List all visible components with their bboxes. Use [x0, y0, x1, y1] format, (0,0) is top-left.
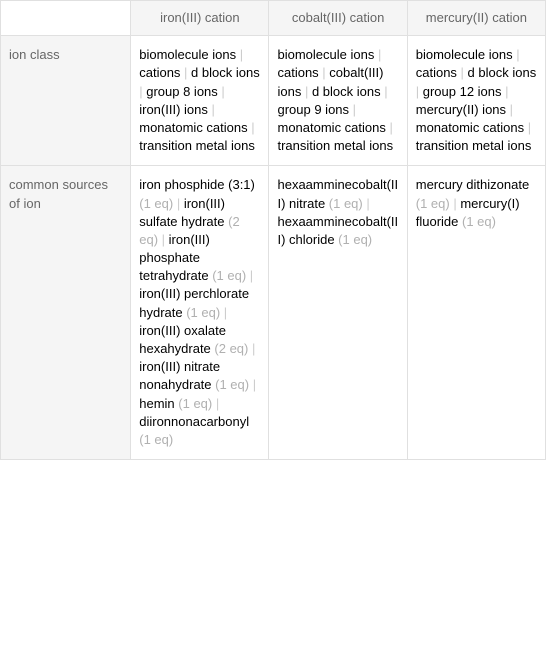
item-text: iron(III) ions: [139, 102, 208, 117]
equivalents: (1 eq): [139, 432, 173, 447]
item-text: mercury dithizonate: [416, 177, 529, 192]
separator: |: [450, 196, 461, 211]
data-cell: mercury dithizonate (1 eq) | mercury(I) …: [407, 166, 545, 460]
item-text: transition metal ions: [277, 138, 393, 153]
item-text: cations: [416, 65, 457, 80]
comparison-table: iron(III) cation cobalt(III) cation merc…: [0, 0, 546, 460]
data-cell: biomolecule ions | cations | d block ion…: [407, 36, 545, 166]
separator: |: [524, 120, 531, 135]
equivalents: (1 eq): [212, 377, 250, 392]
item-text: group 9 ions: [277, 102, 349, 117]
separator: |: [218, 84, 225, 99]
separator: |: [506, 102, 513, 117]
separator: |: [220, 305, 227, 320]
item-text: cations: [277, 65, 318, 80]
separator: |: [248, 120, 255, 135]
data-cell: iron phosphide (3:1) (1 eq) | iron(III) …: [131, 166, 269, 460]
separator: |: [349, 102, 356, 117]
table-row: common sources of ion iron phosphide (3:…: [1, 166, 546, 460]
equivalents: (1 eq): [139, 196, 173, 211]
item-text: d block ions: [312, 84, 381, 99]
item-text: monatomic cations: [416, 120, 524, 135]
separator: |: [416, 84, 423, 99]
item-text: d block ions: [468, 65, 537, 80]
separator: |: [249, 377, 256, 392]
separator: |: [381, 84, 388, 99]
corner-cell: [1, 1, 131, 36]
item-text: diironnonacarbonyl: [139, 414, 249, 429]
separator: |: [457, 65, 468, 80]
table-row: ion class biomolecule ions | cations | d…: [1, 36, 546, 166]
row-label: ion class: [1, 36, 131, 166]
separator: |: [158, 232, 169, 247]
separator: |: [246, 268, 253, 283]
item-text: monatomic cations: [277, 120, 385, 135]
equivalents: (1 eq): [416, 196, 450, 211]
separator: |: [212, 396, 219, 411]
separator: |: [502, 84, 509, 99]
separator: |: [248, 341, 255, 356]
data-cell: biomolecule ions | cations | cobalt(III)…: [269, 36, 407, 166]
item-text: mercury(II) ions: [416, 102, 506, 117]
item-text: hemin: [139, 396, 174, 411]
equivalents: (1 eq): [335, 232, 373, 247]
equivalents: (1 eq): [209, 268, 247, 283]
item-text: transition metal ions: [416, 138, 532, 153]
column-header: cobalt(III) cation: [269, 1, 407, 36]
item-text: iron(III) nitrate nonahydrate: [139, 359, 220, 392]
column-header: mercury(II) cation: [407, 1, 545, 36]
item-text: biomolecule ions: [139, 47, 236, 62]
column-header: iron(III) cation: [131, 1, 269, 36]
separator: |: [319, 65, 330, 80]
row-label: common sources of ion: [1, 166, 131, 460]
separator: |: [374, 47, 381, 62]
item-text: cations: [139, 65, 180, 80]
data-cell: biomolecule ions | cations | d block ion…: [131, 36, 269, 166]
separator: |: [386, 120, 393, 135]
item-text: monatomic cations: [139, 120, 247, 135]
separator: |: [208, 102, 215, 117]
equivalents: (1 eq): [175, 396, 213, 411]
separator: |: [513, 47, 520, 62]
equivalents: (1 eq): [325, 196, 363, 211]
separator: |: [301, 84, 312, 99]
item-text: d block ions: [191, 65, 260, 80]
item-text: biomolecule ions: [416, 47, 513, 62]
header-row: iron(III) cation cobalt(III) cation merc…: [1, 1, 546, 36]
equivalents: (1 eq): [183, 305, 221, 320]
data-cell: hexaamminecobalt(III) nitrate (1 eq) | h…: [269, 166, 407, 460]
separator: |: [363, 196, 370, 211]
item-text: group 12 ions: [423, 84, 502, 99]
item-text: biomolecule ions: [277, 47, 374, 62]
separator: |: [180, 65, 191, 80]
equivalents: (1 eq): [458, 214, 496, 229]
item-text: transition metal ions: [139, 138, 255, 153]
separator: |: [173, 196, 184, 211]
item-text: group 8 ions: [146, 84, 218, 99]
equivalents: (2 eq): [211, 341, 249, 356]
item-text: iron phosphide (3:1): [139, 177, 255, 192]
separator: |: [236, 47, 243, 62]
